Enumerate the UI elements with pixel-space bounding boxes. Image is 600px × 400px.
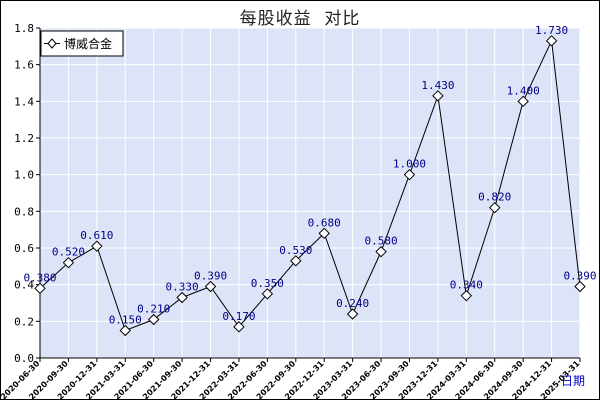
y-tick-label: 1.4 [14, 95, 34, 108]
data-point [176, 291, 188, 304]
data-point [375, 245, 387, 258]
data-point [147, 313, 160, 326]
y-tick-label: 1.0 [14, 169, 34, 182]
data-point [290, 255, 302, 267]
series-line [39, 39, 581, 332]
y-tick-label: 1.8 [14, 22, 34, 35]
data-point [34, 282, 46, 295]
data-point [574, 280, 586, 293]
data-point [346, 308, 359, 320]
data-label: 0.340 [450, 279, 483, 292]
data-point [62, 256, 75, 269]
data-label: 0.170 [222, 310, 255, 323]
data-label: 0.580 [364, 235, 397, 248]
data-label: 1.400 [507, 84, 540, 97]
data-label: 0.210 [137, 303, 170, 316]
data-label: 0.820 [478, 191, 511, 204]
data-point [517, 95, 529, 108]
data-label: 1.730 [535, 24, 568, 37]
legend-label: 博威合金 [64, 36, 112, 51]
data-label: 0.610 [80, 229, 113, 242]
data-point [119, 324, 131, 337]
y-tick-label: 1.6 [14, 59, 34, 72]
data-label: 0.380 [23, 271, 56, 284]
data-point [489, 201, 501, 214]
data-point [204, 280, 217, 293]
legend-marker [47, 38, 57, 49]
y-tick-label: 0.8 [14, 205, 34, 218]
plot-area [40, 28, 580, 358]
y-tick-label: 0.4 [14, 279, 34, 292]
data-point [460, 289, 473, 302]
y-tick-label: 0.2 [14, 315, 34, 328]
data-label: 0.330 [166, 281, 199, 294]
data-label: 0.350 [251, 277, 284, 290]
data-point [261, 288, 274, 300]
x-axis-title: 日期 [561, 374, 585, 388]
data-label: 0.390 [563, 270, 596, 283]
data-label: 0.520 [52, 246, 85, 259]
data-label: 1.430 [421, 79, 454, 92]
data-point [545, 35, 558, 47]
data-label: 1.000 [393, 158, 426, 171]
data-point [403, 168, 416, 181]
y-tick-label: 0.6 [14, 242, 34, 255]
data-point [233, 321, 245, 333]
data-label: 0.530 [279, 244, 312, 257]
y-tick-label: 0.0 [14, 352, 34, 365]
y-tick-label: 1.2 [14, 132, 34, 145]
data-label: 0.390 [194, 270, 227, 283]
data-point [91, 240, 103, 252]
data-label: 0.150 [109, 314, 142, 327]
data-point [318, 227, 330, 240]
data-label: 0.240 [336, 297, 369, 310]
chart-title: 每股收益 对比 [239, 9, 361, 29]
data-point [432, 90, 444, 102]
data-label: 0.680 [308, 216, 341, 229]
